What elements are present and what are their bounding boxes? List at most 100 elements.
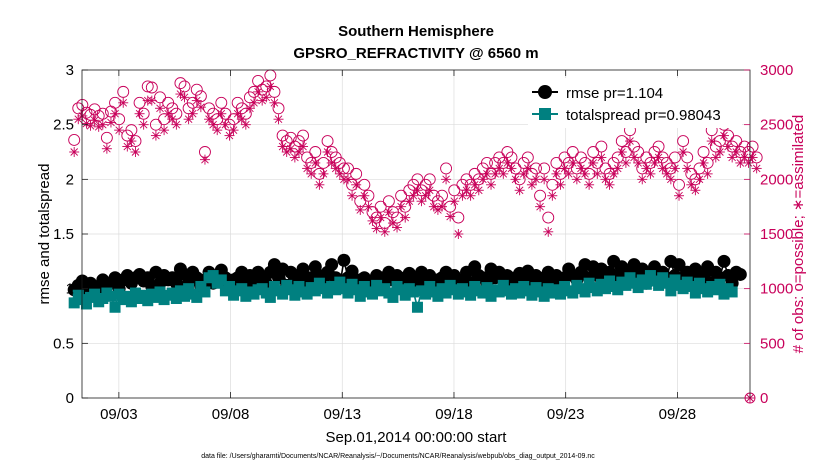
obs-assimilated-point — [575, 163, 586, 174]
totalspread-point — [154, 286, 166, 298]
obs-possible-point — [480, 156, 493, 169]
obs-assimilated-point — [334, 168, 345, 179]
obs-assimilated-point — [122, 141, 133, 152]
obs-assimilated-point — [682, 163, 693, 174]
obs-possible-point — [697, 146, 710, 158]
obs-assimilated-point — [244, 103, 255, 114]
obs-assimilated-point — [416, 196, 427, 207]
rmse-point — [717, 254, 731, 268]
obs-assimilated-point — [236, 114, 247, 125]
obs-assimilated-point — [367, 215, 378, 226]
obs-possible-point — [677, 135, 690, 148]
totalspread-point — [191, 291, 203, 303]
y-tick-label-left: 0 — [66, 390, 74, 407]
obs-assimilated-point — [718, 130, 729, 141]
obs-assimilated-point — [310, 157, 321, 168]
obs-assimilated-point — [146, 95, 157, 106]
obs-assimilated-point — [269, 97, 280, 108]
obs-assimilated-point — [204, 114, 215, 125]
obs-assimilated-point — [351, 179, 362, 190]
obs-assimilated-point — [232, 108, 243, 119]
obs-assimilated-point — [195, 102, 206, 113]
obs-assimilated-point — [694, 174, 705, 185]
x-tick-label: 09/18 — [435, 406, 473, 423]
obs-assimilated-point — [571, 174, 582, 185]
totalspread-point — [301, 288, 313, 300]
totalspread-point — [367, 288, 379, 300]
rmse-point — [345, 264, 359, 278]
obs-assimilated-point — [678, 147, 689, 157]
obs-assimilated-point — [101, 143, 112, 154]
obs-assimilated-point — [159, 125, 170, 136]
obs-assimilated-point — [240, 119, 251, 130]
y-tick-label-left: 3 — [66, 62, 74, 79]
obs-assimilated-point — [608, 168, 619, 179]
obs-assimilated-point — [633, 157, 644, 168]
totalspread-point — [661, 277, 673, 289]
obs-assimilated-point — [330, 163, 341, 174]
totalspread-point — [68, 297, 80, 309]
obs-assimilated-point — [580, 168, 591, 179]
obs-possible-point — [133, 96, 146, 109]
obs-assimilated-point — [612, 163, 623, 174]
y-tick-label-right: 1000 — [760, 281, 793, 298]
totalspread-point — [526, 289, 538, 301]
obs-assimilated-point — [563, 168, 574, 179]
obs-assimilated-point — [89, 115, 100, 126]
totalspread-point — [567, 287, 579, 299]
totalspread-point — [432, 290, 444, 302]
legend-box — [528, 78, 742, 128]
obs-assimilated-point — [498, 168, 509, 179]
obs-assimilated-point — [751, 163, 762, 174]
obs-assimilated-point — [114, 125, 125, 136]
obs-possible-point — [186, 96, 199, 109]
obs-possible-point — [668, 151, 681, 164]
obs-assimilated-point — [731, 147, 742, 157]
obs-possible-point — [452, 211, 465, 224]
y-tick-label-left: 1.5 — [53, 226, 74, 243]
y-tick-label-left: 0.5 — [53, 335, 74, 352]
totalspread-point — [199, 286, 211, 298]
obs-assimilated-point — [494, 163, 505, 174]
obs-assimilated-point — [306, 168, 317, 179]
totalspread-point — [407, 286, 419, 298]
totalspread-point — [179, 290, 191, 302]
obs-possible-point — [652, 140, 665, 153]
y-tick-label-left: 2 — [66, 171, 74, 188]
totalspread-point — [289, 289, 301, 301]
obs-possible-point — [190, 83, 203, 96]
obs-assimilated-point — [379, 226, 390, 237]
obs-assimilated-point — [224, 130, 235, 141]
totalspread-point — [420, 288, 432, 300]
x-tick-label: 09/13 — [324, 406, 362, 423]
x-tick-label: 09/28 — [659, 406, 697, 423]
obs-assimilated-point — [649, 157, 660, 168]
obs-assimilated-point — [518, 168, 529, 179]
totalspread-point — [555, 288, 567, 300]
obs-assimilated-point — [298, 141, 309, 152]
obs-assimilated-point — [686, 179, 697, 190]
obs-possible-point — [566, 146, 579, 158]
metric-series — [67, 253, 747, 313]
data-file-footnote: data file: /Users/gharamti/Documents/NCA… — [201, 453, 595, 460]
obs-assimilated-point — [322, 147, 333, 157]
obs-assimilated-point — [248, 97, 259, 108]
obs-assimilated-point — [657, 163, 668, 174]
obs-assimilated-point — [588, 157, 599, 168]
totalspread-point — [80, 298, 92, 310]
chart-subtitle: GPSRO_REFRACTIVITY @ 6560 m — [293, 45, 538, 62]
obs-assimilated-point — [616, 147, 627, 157]
obs-assimilated-point — [702, 168, 713, 179]
obs-assimilated-point — [314, 179, 325, 190]
totalspread-point — [330, 284, 342, 296]
obs-assimilated-point — [629, 152, 640, 163]
totalspread-point — [223, 280, 235, 292]
totalspread-point — [142, 295, 154, 307]
totalspread-point — [277, 288, 289, 300]
obs-series — [68, 69, 763, 404]
totalspread-point — [354, 290, 366, 302]
obs-assimilated-point — [347, 190, 358, 201]
totalspread-point — [599, 283, 611, 295]
obs-assimilated-point — [273, 114, 284, 125]
totalspread-point — [653, 279, 665, 291]
